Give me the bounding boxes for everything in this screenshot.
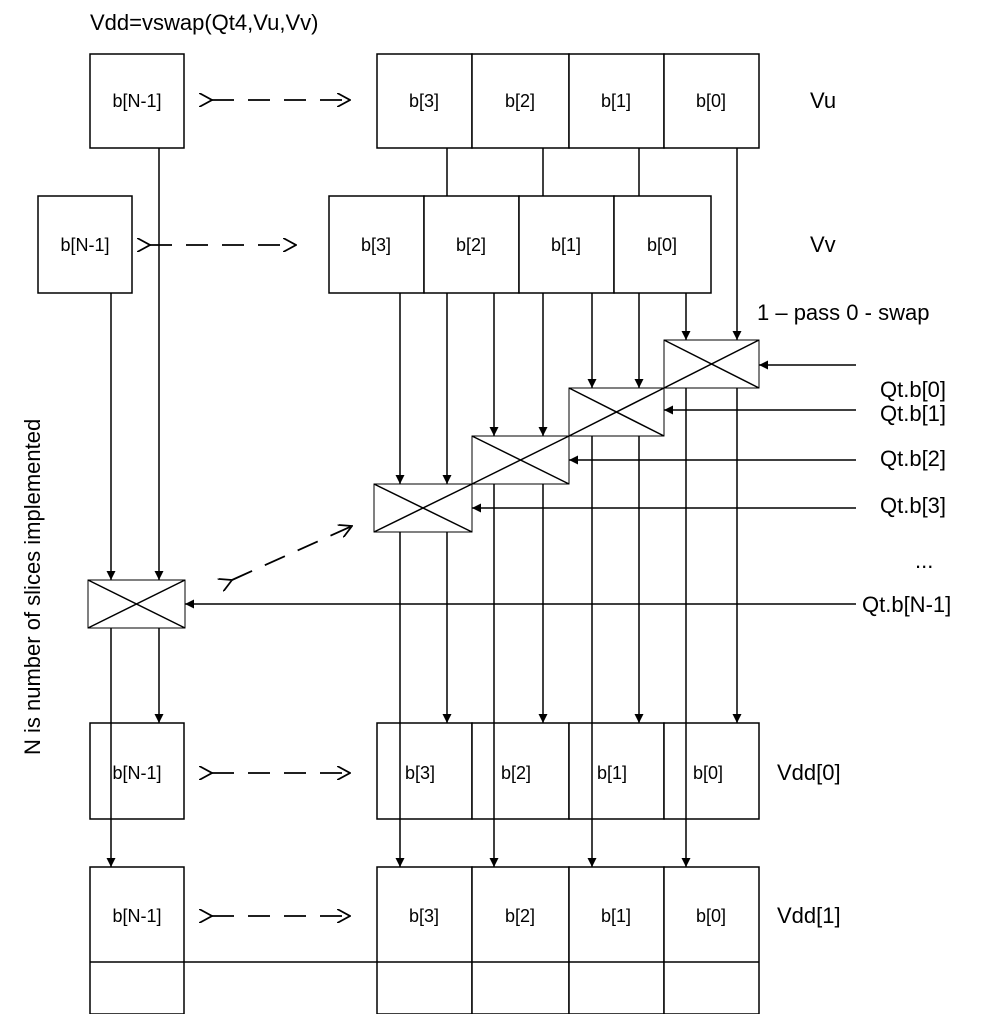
predicate-n-1-label: Qt.b[N-1]	[862, 592, 951, 617]
vdd1-far-label: b[N-1]	[112, 906, 161, 926]
vv-cell-0	[613, 195, 712, 294]
vdd0-cell-2	[471, 722, 570, 820]
vdd1-cell-1	[568, 866, 665, 1014]
vv-cell-0-label: b[0]	[647, 235, 677, 255]
vu-cell-2	[471, 53, 570, 149]
vdd1-cell-2	[471, 866, 570, 1014]
vdd0-cell-1	[568, 722, 665, 820]
vdd0-cell-3	[376, 722, 473, 820]
vv-far-slice	[37, 195, 133, 294]
vdd0-cell-3-label: b[3]	[405, 763, 435, 783]
vdd1-name: Vdd[1]	[777, 903, 841, 928]
predicate-0-label: Qt.b[0]	[880, 377, 946, 402]
swap-mux-2	[471, 435, 570, 485]
vdd0-cell-0-label: b[0]	[693, 763, 723, 783]
vu-cell-3	[376, 53, 473, 149]
vu-name: Vu	[810, 88, 836, 113]
vdd1-cell-3-label: b[3]	[409, 906, 439, 926]
mux-continuation-arrow	[232, 526, 352, 580]
vdd1-cell-0-label: b[0]	[696, 906, 726, 926]
swap-mux-0	[663, 339, 760, 389]
vv-far-label: b[N-1]	[60, 235, 109, 255]
vdd1-far-slice	[89, 866, 185, 1014]
vu-far-slice	[89, 53, 185, 149]
vdd0-name: Vdd[0]	[777, 760, 841, 785]
vu-far-label: b[N-1]	[112, 91, 161, 111]
swap-mux-1	[568, 387, 665, 437]
vu-cell-1-label: b[1]	[601, 91, 631, 111]
vu-cell-0-label: b[0]	[696, 91, 726, 111]
vdd0-cell-0	[663, 722, 760, 820]
diagram-title: Vdd=vswap(Qt4,Vu,Vv)	[90, 10, 318, 35]
vdd1-cell-3	[376, 866, 473, 1014]
vdd0-cell-2-label: b[2]	[501, 763, 531, 783]
side-note: N is number of slices implemented	[20, 419, 45, 755]
ellipsis: ...	[915, 548, 933, 573]
pass-note: 1 – pass 0 - swap	[757, 300, 929, 325]
vv-cell-1	[518, 195, 615, 294]
vdd1-cell-1-label: b[1]	[601, 906, 631, 926]
vv-cell-1-label: b[1]	[551, 235, 581, 255]
vdd0-far-slice	[89, 722, 185, 820]
swap-mux-3	[373, 483, 473, 533]
vu-cell-3-label: b[3]	[409, 91, 439, 111]
vv-name: Vv	[810, 232, 836, 257]
vdd0-cell-1-label: b[1]	[597, 763, 627, 783]
vu-cell-2-label: b[2]	[505, 91, 535, 111]
vv-cell-3-label: b[3]	[361, 235, 391, 255]
vv-cell-2-label: b[2]	[456, 235, 486, 255]
vv-cell-3	[328, 195, 425, 294]
vu-cell-0	[663, 53, 760, 149]
vv-cell-2	[423, 195, 520, 294]
predicate-1-label: Qt.b[1]	[880, 401, 946, 426]
predicate-2-label: Qt.b[2]	[880, 446, 946, 471]
swap-mux-n-1	[87, 579, 186, 629]
vdd0-far-label: b[N-1]	[112, 763, 161, 783]
vdd1-cell-0	[663, 866, 760, 1014]
vu-cell-1	[568, 53, 665, 149]
predicate-3-label: Qt.b[3]	[880, 493, 946, 518]
vdd1-cell-2-label: b[2]	[505, 906, 535, 926]
